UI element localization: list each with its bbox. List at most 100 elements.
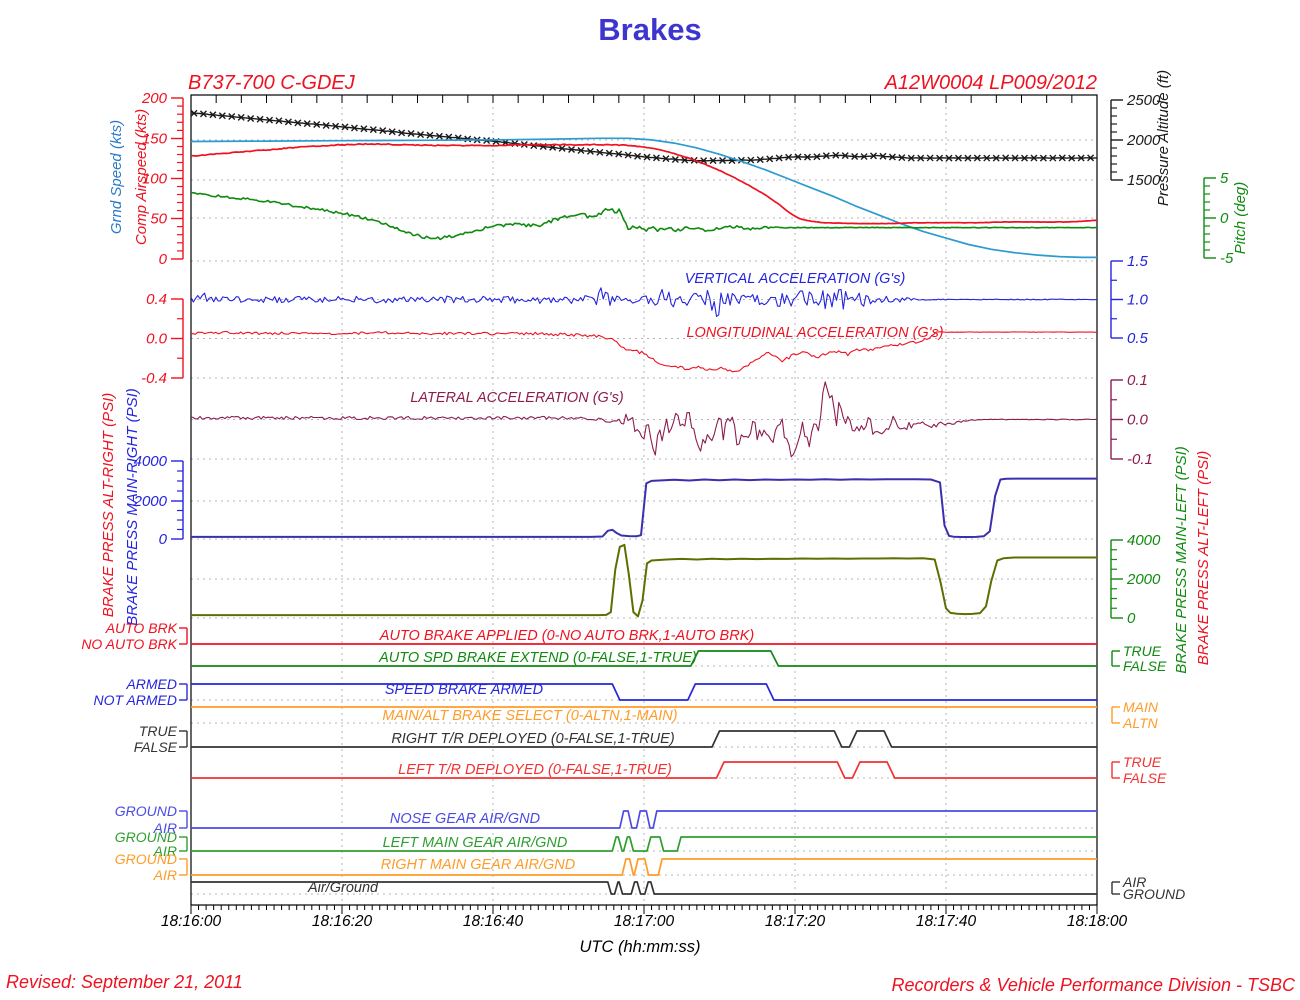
tick-label-altitude: 1500 [1127, 172, 1161, 189]
tick-label-vert_acc: 1.5 [1127, 253, 1149, 270]
series-vertical_acceleration: VERTICAL ACCELERATION (G's) [190, 271, 1098, 317]
tick-label-brake_right: 4000 [134, 453, 168, 470]
trace-auto_spd_brake_extend [191, 650, 1097, 667]
tick-label-speed: 100 [142, 171, 168, 188]
discrete-left_tr_deployed: LEFT T/R DEPLOYED (0-FALSE,1-TRUE) TRUEFA… [191, 754, 1167, 786]
tick-label-lat_acc: 0.1 [1127, 372, 1148, 389]
state-label-lo-speed_brake_armed: NOT ARMED [94, 692, 177, 708]
tick-label-pitch: 0 [1220, 210, 1229, 227]
discrete-main_alt_brake_select: MAIN/ALT BRAKE SELECT (0-ALTN,1-MAIN) MAI… [191, 699, 1159, 731]
axis-title-altitude: Pressure Altitude (ft) [1155, 70, 1172, 206]
label-left_main_gear_air_gnd: LEFT MAIN GEAR AIR/GND [383, 835, 568, 851]
trace-right_main_gear_air_gnd [191, 858, 1097, 876]
series-pitch [190, 191, 1098, 241]
axis-title-brake_left: BRAKE PRESS ALT-LEFT (PSI) [1195, 451, 1212, 666]
axis-title-brake_right: BRAKE PRESS ALT-RIGHT (PSI) [100, 393, 117, 618]
state-label-lo-nose_gear_air_gnd: AIR [153, 820, 177, 836]
series-computed_airspeed [190, 142, 1097, 225]
tick-label-brake_left: 4000 [1127, 532, 1161, 549]
tick-label-speed: 200 [141, 90, 168, 107]
y-axis-vert_acc: 1.5 1.0 0.5 [1110, 253, 1149, 347]
state-label-hi-left_main_gear_air_gnd: GROUND [115, 829, 177, 845]
label-air_ground: Air/Ground [307, 880, 379, 896]
label-right_main_gear_air_gnd: RIGHT MAIN GEAR AIR/GND [381, 857, 575, 873]
state-label-hi-main_alt_brake_select: MAIN [1123, 699, 1159, 715]
state-label-lo-right_main_gear_air_gnd: AIR [153, 867, 177, 883]
x-axis: 18:16:00 18:16:20 18:16:40 18:17:00 18:17:20… [161, 913, 1128, 956]
markers-pressure_altitude [190, 109, 1095, 165]
axis-title-brake_right: BRAKE PRESS MAIN-RIGHT (PSI) [124, 388, 141, 626]
tick-label-long_acc: -0.4 [141, 370, 167, 387]
state-label-hi-auto_brake_applied: AUTO BRK [105, 620, 178, 636]
state-label-hi-speed_brake_armed: ARMED [125, 676, 177, 692]
tick-label-altitude: 2000 [1126, 132, 1161, 149]
tick-label-pitch: 5 [1220, 170, 1229, 187]
trace-brake_press_main_right [191, 477, 1097, 538]
x-tick-label: 18:17:20 [765, 913, 826, 930]
trace-brake_press_main_left [191, 543, 1097, 618]
label-main_alt_brake_select: MAIN/ALT BRAKE SELECT (0-ALTN,1-MAIN) [382, 708, 677, 724]
series-lateral_acceleration: LATERAL ACCELERATION (G's) [190, 381, 1097, 458]
state-label-lo-right_tr_deployed: FALSE [134, 739, 178, 755]
tick-label-vert_acc: 1.0 [1127, 292, 1149, 309]
tick-label-lat_acc: -0.1 [1127, 451, 1153, 468]
axis-title-speed: Grnd Speed (kts) [108, 120, 125, 234]
state-label-lo-air_ground: GROUND [1123, 886, 1185, 902]
trace-left_tr_deployed [191, 761, 1097, 779]
x-tick-label: 18:17:00 [614, 913, 675, 930]
occurrence-id-header: A12W0004 LP009/2012 [884, 72, 1097, 94]
series-brake_press_main_right [191, 477, 1097, 538]
state-label-hi-nose_gear_air_gnd: GROUND [115, 803, 177, 819]
x-tick-label: 18:16:40 [463, 913, 524, 930]
tick-label-brake_right: 0 [159, 531, 168, 548]
trace-nose_gear_air_gnd [191, 810, 1097, 829]
series-brake_press_main_left [191, 543, 1097, 618]
tick-label-pitch: -5 [1220, 250, 1234, 267]
x-tick-label: 18:17:40 [916, 913, 977, 930]
tick-label-speed: 0 [159, 251, 168, 268]
tick-label-brake_right: 2000 [133, 493, 168, 510]
axis-title-brake_left: BRAKE PRESS MAIN-LEFT (PSI) [1173, 446, 1190, 674]
state-label-hi-left_tr_deployed: TRUE [1123, 754, 1162, 770]
x-tick-label: 18:16:20 [312, 913, 373, 930]
trace-air_ground [191, 881, 1097, 895]
y-axis-brake_left: 4000 2000 0 BRAKE PRESS MAIN-LEFT (PSI) BRAK… [1110, 446, 1212, 674]
trace-longitudinal_acceleration [190, 330, 1098, 373]
trace-vertical_acceleration [190, 287, 1098, 317]
label-speed_brake_armed: SPEED BRAKE ARMED [385, 682, 543, 698]
series-ground_speed [190, 137, 1097, 259]
y-axis-lat_acc: 0.1 0.0 -0.1 [1110, 372, 1153, 468]
state-label-lo-auto_spd_brake_extend: FALSE [1123, 658, 1167, 674]
label-vertical_acceleration: VERTICAL ACCELERATION (G's) [685, 271, 906, 287]
trace-ground_speed [190, 137, 1097, 259]
tick-label-brake_left: 0 [1127, 610, 1136, 627]
y-axis-brake_right: 4000 2000 0 BRAKE PRESS ALT-RIGHT (PSI) BRAK… [100, 388, 184, 626]
x-axis-title: UTC (hh:mm:ss) [580, 938, 701, 956]
x-tick-label: 18:18:00 [1067, 913, 1128, 930]
discrete-right_tr_deployed: RIGHT T/R DEPLOYED (0-FALSE,1-TRUE) TRUEF… [134, 723, 1097, 755]
discrete-auto_spd_brake_extend: AUTO SPD BRAKE EXTEND (0-FALSE,1-TRUE) TR… [191, 643, 1167, 674]
label-lateral_acceleration: LATERAL ACCELERATION (G's) [410, 390, 623, 406]
state-label-hi-right_main_gear_air_gnd: GROUND [115, 851, 177, 867]
trace-pressure_altitude [190, 112, 1097, 162]
series-longitudinal_acceleration: LONGITUDINAL ACCELERATION (G's) [190, 325, 1098, 373]
label-auto_spd_brake_extend: AUTO SPD BRAKE EXTEND (0-FALSE,1-TRUE) [378, 650, 697, 666]
page-title: Brakes [598, 12, 702, 47]
label-auto_brake_applied: AUTO BRAKE APPLIED (0-NO AUTO BRK,1-AUTO… [379, 628, 754, 644]
axis-title-pitch: Pitch (deg) [1232, 182, 1249, 255]
label-longitudinal_acceleration: LONGITUDINAL ACCELERATION (G's) [686, 325, 943, 341]
revision-footer: Revised: September 21, 2011 [6, 972, 243, 992]
trace-speed_brake_armed [191, 683, 1097, 701]
axis-title-speed: Comp Airspeed (kts) [133, 109, 150, 245]
tick-label-speed: 50 [150, 211, 167, 228]
state-label-lo-left_main_gear_air_gnd: AIR [153, 843, 177, 859]
state-label-lo-left_tr_deployed: FALSE [1123, 770, 1167, 786]
